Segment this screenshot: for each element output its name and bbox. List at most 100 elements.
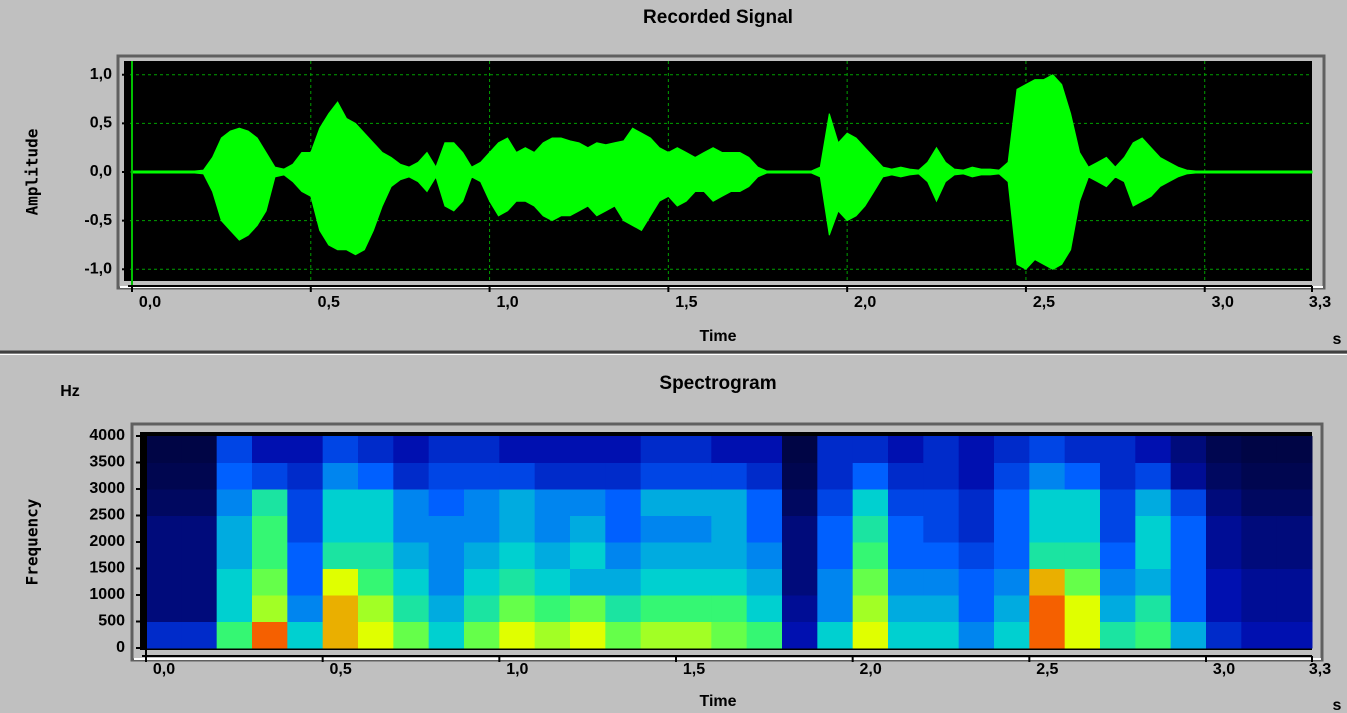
spectrogram-cell	[146, 436, 182, 463]
spectrogram-cell	[817, 542, 853, 569]
x-axis-label: Time	[699, 693, 736, 710]
y-tick-label: 0	[116, 639, 125, 656]
x-tick-label: 1,5	[675, 294, 697, 311]
spectrogram-cell	[146, 489, 182, 516]
spectrogram-cell	[888, 622, 924, 649]
spectrogram-cell	[1135, 542, 1171, 569]
spectrogram-cell	[711, 595, 747, 622]
spectrogram-cell	[994, 622, 1030, 649]
spectrogram-cell	[1065, 489, 1101, 516]
spectrogram-cell	[605, 569, 641, 596]
spectrogram-cell	[358, 516, 394, 543]
spectrogram-cell	[252, 516, 288, 543]
spectrogram-cell	[323, 516, 359, 543]
spectrogram-cell	[1171, 463, 1207, 490]
spectrogram-cell	[782, 542, 818, 569]
y-tick-label: 2000	[89, 533, 125, 550]
spectrogram-cell	[393, 622, 429, 649]
spectrogram-cell	[1241, 516, 1277, 543]
y-unit-label: Hz	[60, 383, 80, 400]
spectrogram-cell	[181, 622, 217, 649]
spectrogram-cell	[1100, 516, 1136, 543]
y-tick-label: -1,0	[84, 260, 112, 277]
spectrogram-cell	[888, 595, 924, 622]
spectrogram-cell	[1206, 489, 1242, 516]
spectrogram-cell	[1206, 542, 1242, 569]
spectrogram-cell	[817, 595, 853, 622]
x-tick-label: 3,3	[1309, 661, 1331, 678]
spectrogram-cell	[888, 436, 924, 463]
spectrogram-cell	[464, 595, 500, 622]
x-tick-label: 0,0	[139, 294, 161, 311]
spectrogram-cell	[570, 463, 606, 490]
spectrogram-cell	[393, 463, 429, 490]
spectrogram-cell	[499, 622, 535, 649]
spectrogram-cell	[747, 516, 783, 543]
x-tick-label: 0,0	[153, 661, 175, 678]
spectrogram-cell	[676, 542, 712, 569]
spectrogram-cell	[676, 489, 712, 516]
spectrogram-cell	[1029, 489, 1065, 516]
spectrogram-cell	[605, 516, 641, 543]
x-tick-label: 2,5	[1036, 661, 1058, 678]
spectrogram-cell	[146, 569, 182, 596]
spectrogram-cell	[1171, 569, 1207, 596]
spectrogram-cell	[1029, 569, 1065, 596]
spectrogram-cell	[1206, 516, 1242, 543]
spectrogram-cell	[676, 622, 712, 649]
spectrogram-cell	[323, 569, 359, 596]
spectrogram-cell	[1206, 622, 1242, 649]
spectrogram-cell	[747, 436, 783, 463]
spectrogram-cell	[853, 436, 889, 463]
spectrogram-cell	[358, 569, 394, 596]
spectrogram-cell	[994, 489, 1030, 516]
spectrogram-cell	[994, 516, 1030, 543]
spectrogram-cell	[923, 516, 959, 543]
y-tick-label: 2500	[89, 507, 125, 524]
spectrogram-cell	[323, 489, 359, 516]
spectrogram-cell	[817, 569, 853, 596]
page: Recorded SignalTimesAmplitude0,00,51,01,…	[0, 0, 1347, 713]
app-window: Recorded SignalTimesAmplitude0,00,51,01,…	[0, 0, 1347, 713]
spectrogram-cell	[429, 595, 465, 622]
y-tick-label: 4000	[89, 427, 125, 444]
spectrogram-cell	[429, 542, 465, 569]
spectrogram-cell	[1135, 463, 1171, 490]
spectrogram-cell	[853, 595, 889, 622]
y-tick-label: 1500	[89, 560, 125, 577]
spectrogram-cell	[711, 516, 747, 543]
spectrogram-cell	[959, 489, 995, 516]
spectrogram-cell	[323, 622, 359, 649]
spectrogram-cell	[817, 622, 853, 649]
spectrogram-cell	[959, 436, 995, 463]
spectrogram-cell	[641, 516, 677, 543]
spectrogram-cell	[853, 516, 889, 543]
spectrogram-cell	[1135, 436, 1171, 463]
spectrogram-cell	[1277, 436, 1313, 463]
spectrogram-cell	[747, 489, 783, 516]
spectrogram-cell	[1277, 595, 1313, 622]
spectrogram-cell	[429, 569, 465, 596]
spectrogram-cell	[817, 489, 853, 516]
spectrogram-cell	[853, 622, 889, 649]
spectrogram-cell	[782, 595, 818, 622]
y-tick-label: 3500	[89, 454, 125, 471]
spectrogram-cell	[570, 542, 606, 569]
spectrogram-cell	[711, 436, 747, 463]
spectrogram-cell	[1241, 569, 1277, 596]
spectrogram-cell	[711, 622, 747, 649]
spectrogram-cell	[641, 542, 677, 569]
spectrogram-cell	[358, 463, 394, 490]
spectrogram-cell	[1277, 569, 1313, 596]
spectrogram-cell	[853, 463, 889, 490]
spectrogram-cell	[1171, 436, 1207, 463]
spectrogram-cell	[817, 436, 853, 463]
spectrogram-cell	[464, 622, 500, 649]
spectrogram-cell	[605, 489, 641, 516]
spectrogram-cell	[1206, 595, 1242, 622]
spectrogram-cell	[146, 463, 182, 490]
spectrogram-cell	[605, 436, 641, 463]
spectrogram-cell	[1029, 595, 1065, 622]
y-axis-label: Amplitude	[23, 129, 42, 216]
spectrogram-cell	[994, 436, 1030, 463]
